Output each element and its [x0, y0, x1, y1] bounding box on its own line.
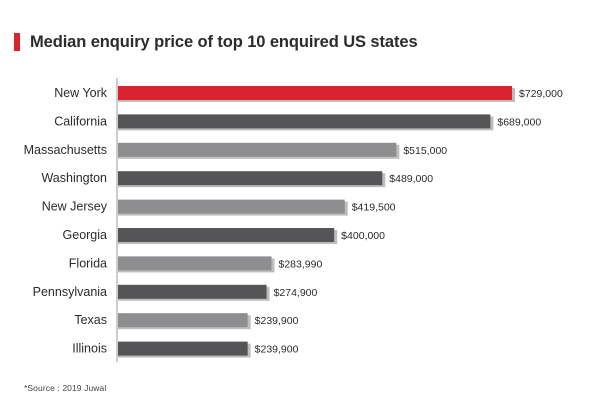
data-label: $400,000	[341, 230, 385, 242]
category-label: New York	[54, 86, 108, 100]
bar-washington	[118, 171, 383, 186]
bar-texas	[118, 313, 248, 328]
category-label: New Jersey	[42, 200, 108, 214]
bar-florida	[118, 256, 272, 271]
data-label: $419,500	[352, 202, 396, 214]
chart-title-text: Median enquiry price of top 10 enquired …	[30, 32, 418, 51]
bar-new-jersey	[118, 199, 345, 214]
category-label: Florida	[69, 256, 107, 270]
category-label: Washington	[41, 171, 107, 185]
category-label: California	[54, 114, 107, 128]
data-label: $239,900	[255, 344, 299, 356]
bar-california	[118, 114, 491, 129]
category-label: Pennsylvania	[33, 285, 107, 299]
title-accent-bar	[14, 33, 20, 51]
chart-title: Median enquiry price of top 10 enquired …	[14, 31, 418, 53]
bar-new-york	[118, 86, 512, 100]
data-label: $515,000	[403, 145, 447, 157]
bar-pennsylvania	[118, 284, 267, 299]
category-label: Georgia	[63, 228, 108, 242]
data-label: $283,990	[278, 258, 322, 270]
category-label: Texas	[74, 313, 107, 327]
data-label: $729,000	[519, 88, 563, 100]
category-label: Illinois	[72, 342, 107, 356]
data-label: $689,000	[497, 116, 541, 128]
source-note: *Source : 2019 Juwal	[24, 383, 107, 393]
bar-illinois	[118, 341, 248, 356]
data-label: $489,000	[389, 173, 433, 185]
bar-massachusetts	[118, 142, 397, 157]
category-label: Massachusetts	[24, 143, 107, 157]
data-label: $274,900	[274, 287, 318, 299]
bar-georgia	[118, 228, 335, 242]
data-label: $239,900	[255, 315, 299, 327]
